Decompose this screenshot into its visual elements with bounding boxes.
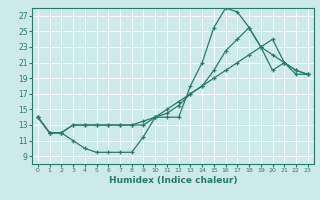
X-axis label: Humidex (Indice chaleur): Humidex (Indice chaleur) bbox=[108, 176, 237, 185]
